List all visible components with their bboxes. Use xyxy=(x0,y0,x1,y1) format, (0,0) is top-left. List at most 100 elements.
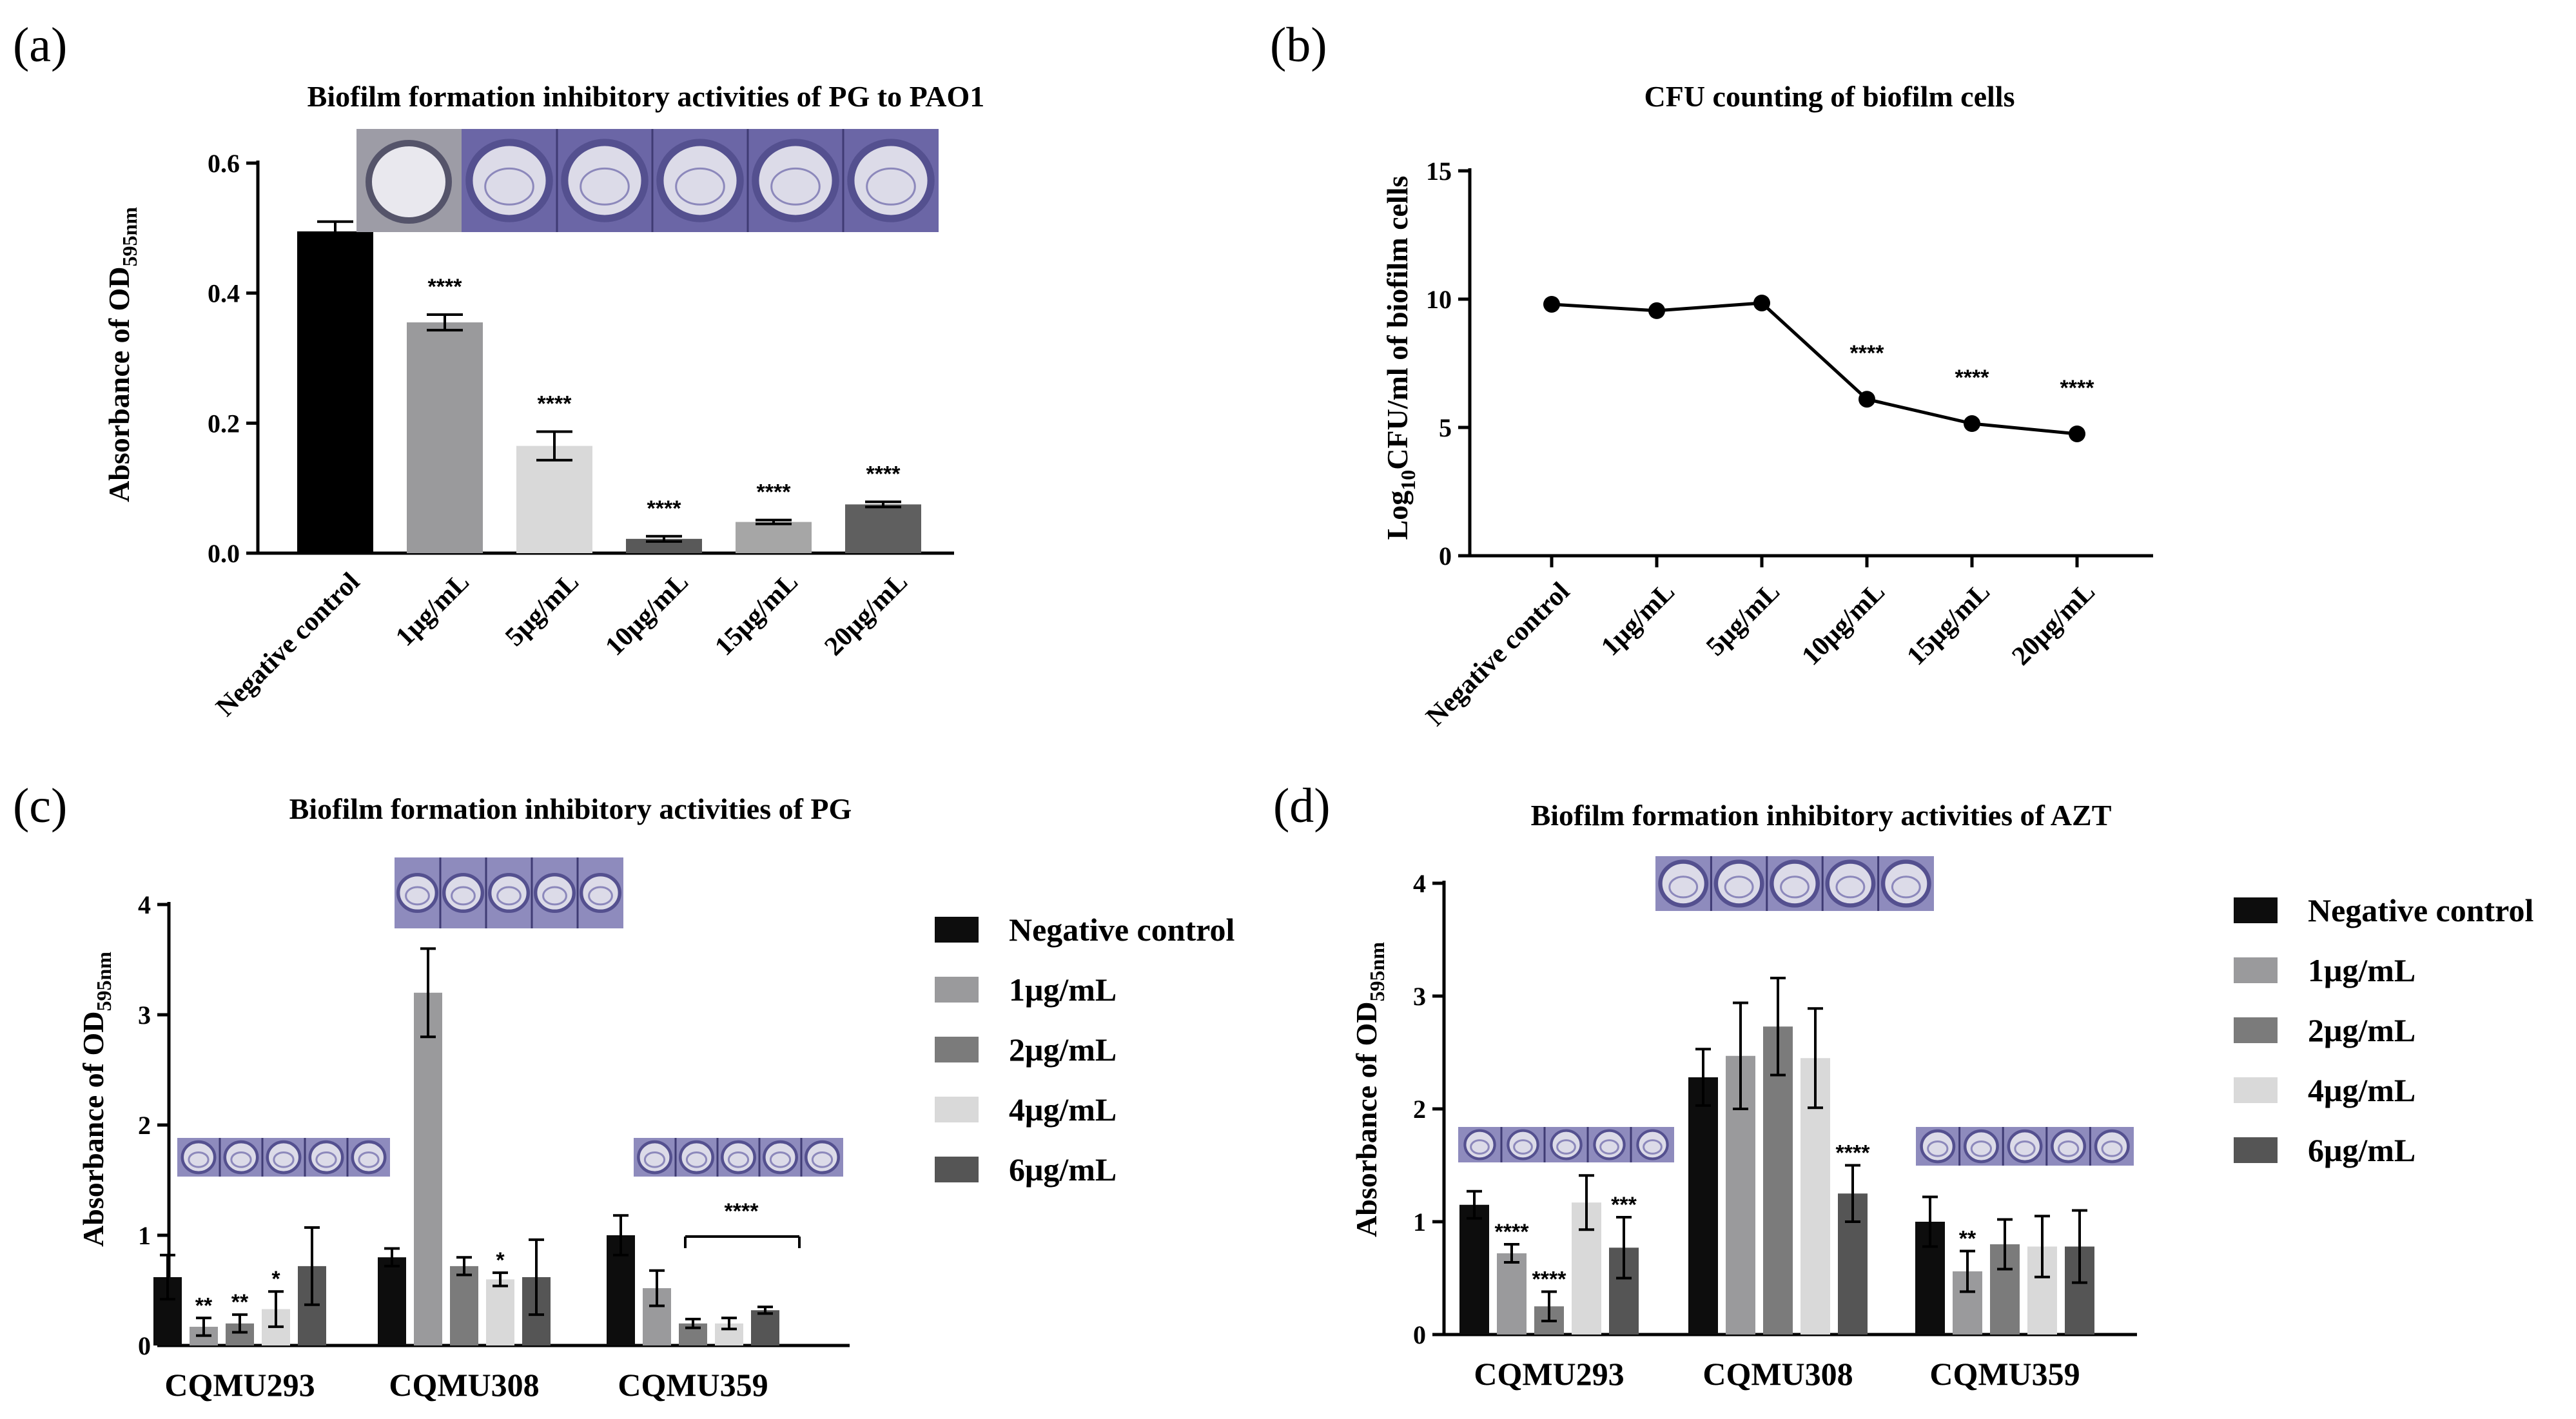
panel-c-photo-308-well-inner xyxy=(405,886,430,906)
panel-c-photo-308-well-inner xyxy=(451,886,476,906)
panel-d-photo-293-well-inner xyxy=(1599,1139,1619,1155)
panel-c-bracket-label: **** xyxy=(725,1199,759,1224)
panel-d-photo-359-well-inner xyxy=(2057,1140,2080,1157)
panel-b-point xyxy=(1648,302,1665,319)
panel-a-bar xyxy=(516,445,592,553)
panel-c-significance: ** xyxy=(231,1290,249,1315)
panel-c-ytick-label: 1 xyxy=(138,1221,151,1250)
legends: Negative control 1μg/mL 2μg/mL 4μg/mL 6μg/mL… xyxy=(935,892,2533,1188)
panel-d-ytick-label: 1 xyxy=(1413,1208,1426,1237)
panel-d-title: Biofilm formation inhibitory activities … xyxy=(1531,799,2112,832)
panel-c-ytick-label: 2 xyxy=(138,1111,151,1140)
panel-b-ytick-label: 10 xyxy=(1426,285,1452,314)
panel-d-photo-308-well xyxy=(1658,859,1709,908)
panel-a-significance: **** xyxy=(538,391,572,416)
panel-c-photo-293-well-inner xyxy=(188,1151,210,1168)
panel-c-photo-293-well-inner xyxy=(230,1151,252,1168)
panel-d-photo-293-well-inner xyxy=(1513,1139,1533,1155)
panel-d-photo-359-well xyxy=(2094,1129,2130,1164)
legend-c-swatch xyxy=(935,977,979,1003)
panel-c-letter: (c) xyxy=(13,779,67,833)
panel-a-ytick-label: 0.4 xyxy=(208,279,240,308)
panel-a-category-label: 1μg/mL xyxy=(390,567,475,652)
panel-b-point xyxy=(1753,294,1770,311)
panel-d-photo-293-well xyxy=(1636,1129,1669,1160)
panel-d-photo-359-well-inner xyxy=(1927,1140,1949,1157)
panel-b-category-label: 10μg/mL xyxy=(1796,577,1891,672)
panel-a-bar xyxy=(297,231,373,553)
panel-b-ylabel: Log10CFU/ml of biofilm cells xyxy=(1381,176,1420,540)
panel-b-significance: **** xyxy=(2060,376,2095,400)
panel-a-significance: **** xyxy=(647,496,682,521)
legend-c-swatch xyxy=(935,1037,979,1062)
panel-c-photo-308-well xyxy=(442,872,485,914)
panel-c-category-label: CQMU293 xyxy=(164,1367,315,1403)
panel-a-title: Biofilm formation inhibitory activities … xyxy=(307,80,985,113)
panel-c-photo-308-well xyxy=(533,872,576,914)
panel-b-ytick-label: 0 xyxy=(1439,542,1452,571)
panel-d-photo-359-well-inner xyxy=(1970,1140,1993,1157)
panel-d-ylabel: Absorbance of OD595nm xyxy=(1350,942,1389,1237)
panel-b-title: CFU counting of biofilm cells xyxy=(1644,80,2015,113)
legend-d-swatch xyxy=(2234,897,2278,923)
well-plate-photos xyxy=(177,129,2134,1177)
panel-a-category-label: 10μg/mL xyxy=(600,567,694,662)
legend-c-label: 4μg/mL xyxy=(1009,1091,1117,1128)
panel-c-category-label: CQMU359 xyxy=(618,1367,768,1403)
panel-c-photo-359-well xyxy=(763,1140,798,1175)
panel-d-photo-359-well xyxy=(2051,1129,2087,1164)
panel-c-photo-359-well-inner xyxy=(769,1151,792,1168)
panel-a-photo-well xyxy=(561,139,649,222)
panel-c-photo-359-well-inner xyxy=(643,1151,666,1168)
panel-c-photo-359-well xyxy=(805,1140,840,1175)
panel-b-significance: **** xyxy=(1955,366,1990,390)
panel-d-photo-308-well xyxy=(1880,859,1931,908)
panel-b-ytick-label: 5 xyxy=(1439,413,1452,442)
panel-a-bar xyxy=(407,322,483,553)
panel-c-significance: * xyxy=(496,1248,505,1273)
panel-d-significance: *** xyxy=(1611,1193,1637,1217)
panel-d-photo-293-well xyxy=(1463,1129,1496,1160)
panel-b-chart: 0 5 10 15 Negative control 1μg/mL 5μg/mL **** 10… xyxy=(1420,157,2153,732)
panel-d-photo-293-well xyxy=(1550,1129,1583,1160)
panel-a-significance: **** xyxy=(757,480,792,505)
panel-c-bar xyxy=(450,1266,478,1346)
panel-a-photo-well-inner xyxy=(770,167,821,206)
panel-c-bar xyxy=(486,1279,514,1346)
panel-d-photo-308-well-inner xyxy=(1668,876,1699,899)
legend-c-label: Negative control xyxy=(1009,912,1234,948)
panel-a-photo-well-inner xyxy=(866,167,916,206)
legend-d-swatch xyxy=(2234,1017,2278,1043)
legend-c-swatch xyxy=(935,1097,979,1122)
panel-d-bar xyxy=(1763,1026,1793,1335)
panel-a-ytick-label: 0.6 xyxy=(208,149,240,178)
panel-c-photo-293-well-inner xyxy=(273,1151,295,1168)
panel-d-photo-308-well xyxy=(1770,859,1820,908)
legend-c-swatch xyxy=(935,1157,979,1182)
panel-d-photo-308-well-inner xyxy=(1780,876,1810,899)
panel-a-chart: 0.0 0.2 0.4 0.6 Negative control **** 1μg/mL **… xyxy=(208,149,954,722)
panel-c-photo-359-well-inner xyxy=(685,1151,708,1168)
panel-a-bar xyxy=(736,522,812,553)
panel-d-photo-293-well xyxy=(1593,1129,1626,1160)
legend-c-swatch xyxy=(935,917,979,943)
panel-c-photo-293-well xyxy=(266,1140,302,1175)
panel-d-photo-308-well-inner xyxy=(1891,876,1921,899)
panel-c-photo-293-well xyxy=(181,1140,217,1175)
panel-d-photo-359-well xyxy=(2007,1129,2043,1164)
legend-d-label: Negative control xyxy=(2308,892,2533,928)
panel-d-category-label: CQMU293 xyxy=(1474,1356,1624,1392)
panel-d-photo-293-well-inner xyxy=(1643,1139,1663,1155)
panel-c-title: Biofilm formation inhibitory activities … xyxy=(289,792,852,825)
panel-d-photo-293-well xyxy=(1507,1129,1539,1160)
legend-c-label: 2μg/mL xyxy=(1009,1032,1117,1068)
panel-c-photo-293-well-inner xyxy=(358,1151,380,1168)
panel-d-photo-359-well xyxy=(1963,1129,1999,1164)
panel-c-photo-359-well xyxy=(679,1140,714,1175)
panel-a-significance: **** xyxy=(866,462,901,486)
panel-a-photo-well-inner xyxy=(484,167,534,206)
panel-d-photo-359-well xyxy=(1920,1129,1956,1164)
panel-d-photo-293-well-inner xyxy=(1470,1139,1490,1155)
panel-a-category-label: Negative control xyxy=(210,567,366,723)
panel-d-photo-308-well xyxy=(1713,859,1764,908)
